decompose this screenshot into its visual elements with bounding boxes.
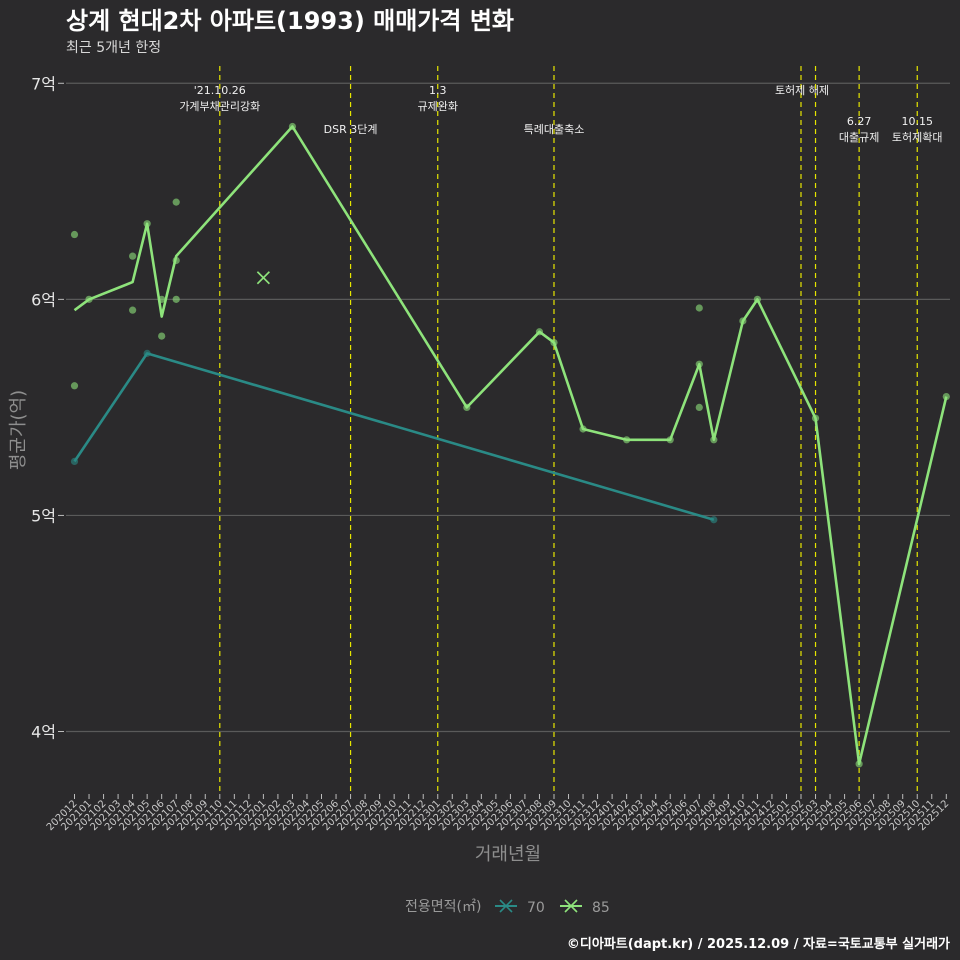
y-axis-title: 평균가(억) xyxy=(8,390,29,470)
data-point-85 xyxy=(70,382,79,390)
data-point-85 xyxy=(695,360,703,368)
legend-key-cross-70 xyxy=(499,899,513,913)
data-point-85 xyxy=(70,230,79,239)
data-point-85 xyxy=(158,295,166,303)
legend-key-cross-85 xyxy=(564,899,578,913)
event-label: 토허제 해제 xyxy=(775,83,829,97)
data-point-85 xyxy=(143,220,151,228)
event-label: 특례대출축소 xyxy=(524,123,585,136)
data-point-85 xyxy=(85,295,93,303)
data-point-85 xyxy=(579,425,587,433)
data-point-85 xyxy=(129,306,137,314)
data-point-85 xyxy=(129,252,137,260)
data-point-85 xyxy=(172,256,180,265)
data-point-85 xyxy=(158,332,166,340)
event-label: 1.3 xyxy=(429,84,447,97)
legend-label-85: 85 xyxy=(592,900,610,916)
y-tick-label: 4억 xyxy=(31,723,56,742)
data-point-70 xyxy=(710,516,718,524)
data-point-85 xyxy=(172,295,180,303)
legend: 전용면적(㎡) 70 85 xyxy=(405,899,610,916)
x-axis-ticks: 2020122021012021022021032021042021052021… xyxy=(45,794,951,833)
legend-items: 70 85 xyxy=(495,899,610,916)
event-label: 규제완화 xyxy=(418,100,458,113)
event-label: '21.10.26 xyxy=(194,84,246,97)
event-label: 6.27 xyxy=(847,115,872,128)
data-point-85 xyxy=(535,328,544,336)
data-point-85 xyxy=(710,436,718,444)
y-tick-label: 5억 xyxy=(31,506,56,525)
data-point-85 xyxy=(811,414,820,422)
y-tick-label: 6억 xyxy=(31,290,56,309)
data-point-85 xyxy=(695,403,703,411)
grid-layer xyxy=(66,82,950,733)
data-point-85 xyxy=(623,436,631,444)
chart-title: 상계 현대2차 아파트(1993) 매매가격 변화 xyxy=(66,7,514,35)
data-point-85 xyxy=(288,122,297,131)
data-point-85 xyxy=(172,198,180,206)
data-point-85 xyxy=(666,436,674,444)
data-point-85 xyxy=(463,403,471,411)
y-tick-label: 7억 xyxy=(31,74,56,93)
data-point-85 xyxy=(739,317,747,325)
legend-title: 전용면적(㎡) xyxy=(405,899,481,915)
x-axis-title: 거래년월 xyxy=(475,844,541,865)
cross-point-85 xyxy=(256,271,270,285)
series-layer xyxy=(70,122,950,768)
event-label: 10.15 xyxy=(901,115,933,128)
event-label: 대출규제 xyxy=(839,131,879,144)
chart-subtitle: 최근 5개년 한정 xyxy=(66,40,161,56)
data-point-85 xyxy=(753,295,762,303)
data-point-85 xyxy=(550,338,558,347)
legend-label-70: 70 xyxy=(527,900,545,916)
data-point-70 xyxy=(70,457,79,466)
event-label: 가계부채관리강화 xyxy=(179,100,260,113)
y-axis-ticks: 4억 5억 6억 7억 xyxy=(31,74,64,742)
data-point-85 xyxy=(942,392,950,401)
event-label: DSR 3단계 xyxy=(324,123,378,136)
data-point-85 xyxy=(695,304,703,312)
series-line-85 xyxy=(73,125,948,766)
event-label: 토허제확대 xyxy=(892,131,943,144)
data-point-85 xyxy=(855,760,863,768)
source-caption: ©디아파트(dapt.kr) / 2025.12.09 / 자료=국토교통부 실… xyxy=(567,936,950,952)
data-point-70 xyxy=(143,349,151,357)
